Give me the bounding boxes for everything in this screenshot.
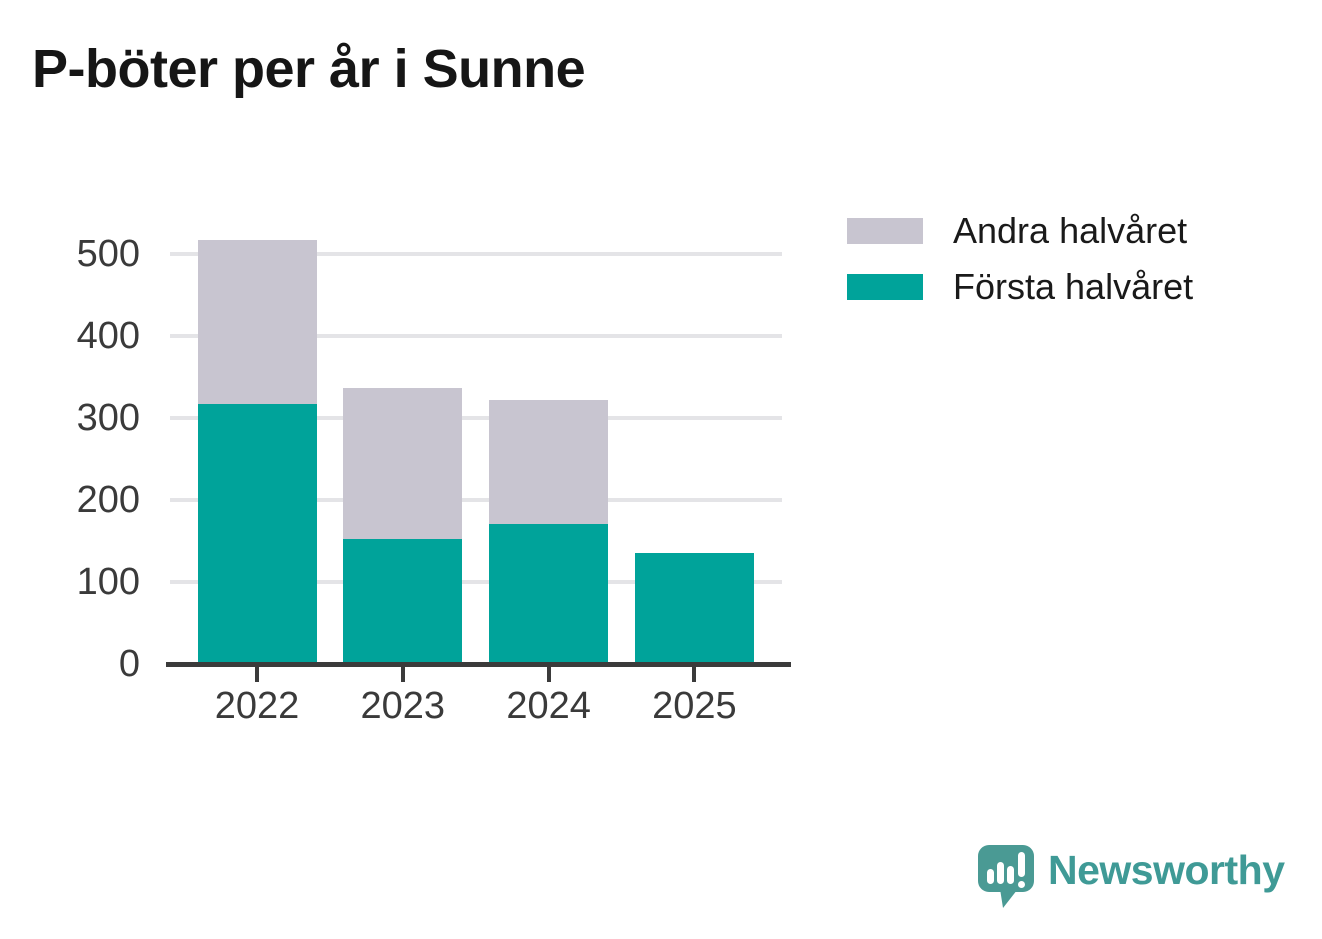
x-tick-2025 bbox=[692, 667, 697, 682]
y-tick-label: 300 bbox=[76, 397, 140, 439]
y-tick-label: 100 bbox=[76, 561, 140, 603]
x-tick-2023 bbox=[400, 667, 405, 682]
x-tick-label: 2023 bbox=[360, 685, 446, 727]
brand-name: Newsworthy bbox=[1048, 847, 1285, 893]
bar-segment-2024-forsta bbox=[489, 523, 609, 664]
bar-segment-2023-forsta bbox=[343, 539, 463, 664]
x-axis-line bbox=[166, 662, 791, 667]
gridline-100 bbox=[170, 580, 782, 584]
brand-footer: Newsworthy bbox=[978, 845, 1285, 915]
y-tick-label: 0 bbox=[118, 643, 140, 685]
chart-title: P-böter per år i Sunne bbox=[32, 39, 586, 99]
gridline-300 bbox=[170, 416, 782, 420]
x-tick-2022 bbox=[255, 667, 259, 682]
bar-segment-2025-forsta bbox=[634, 553, 754, 664]
legend-label: Andra halvåret bbox=[953, 210, 1188, 251]
legend-item: Första halvåret bbox=[847, 269, 1193, 305]
gridline-200 bbox=[170, 498, 782, 502]
y-tick-label: 200 bbox=[76, 479, 140, 521]
bar-segment-2022-andra bbox=[197, 240, 317, 405]
x-tick-label: 2025 bbox=[652, 685, 737, 727]
bar-segment-2022-forsta bbox=[197, 404, 317, 664]
chart-legend: Andra halvåret Första halvåret bbox=[847, 213, 1193, 330]
newsworthy-logo-icon bbox=[978, 845, 1034, 908]
x-tick-label: 2024 bbox=[506, 685, 591, 727]
bar-segment-2023-andra bbox=[343, 388, 463, 540]
gridline-400 bbox=[170, 334, 782, 338]
legend-swatch bbox=[847, 274, 923, 300]
gridline-500 bbox=[170, 252, 782, 256]
y-tick-label: 500 bbox=[76, 233, 140, 275]
legend-label: Första halvåret bbox=[953, 266, 1194, 307]
x-tick-label: 2022 bbox=[214, 685, 300, 727]
x-tick-2024 bbox=[546, 667, 551, 682]
y-tick-label: 400 bbox=[76, 315, 140, 357]
legend-swatch bbox=[847, 218, 923, 244]
bar-segment-2024-andra bbox=[489, 399, 609, 524]
legend-item: Andra halvåret bbox=[847, 213, 1193, 249]
